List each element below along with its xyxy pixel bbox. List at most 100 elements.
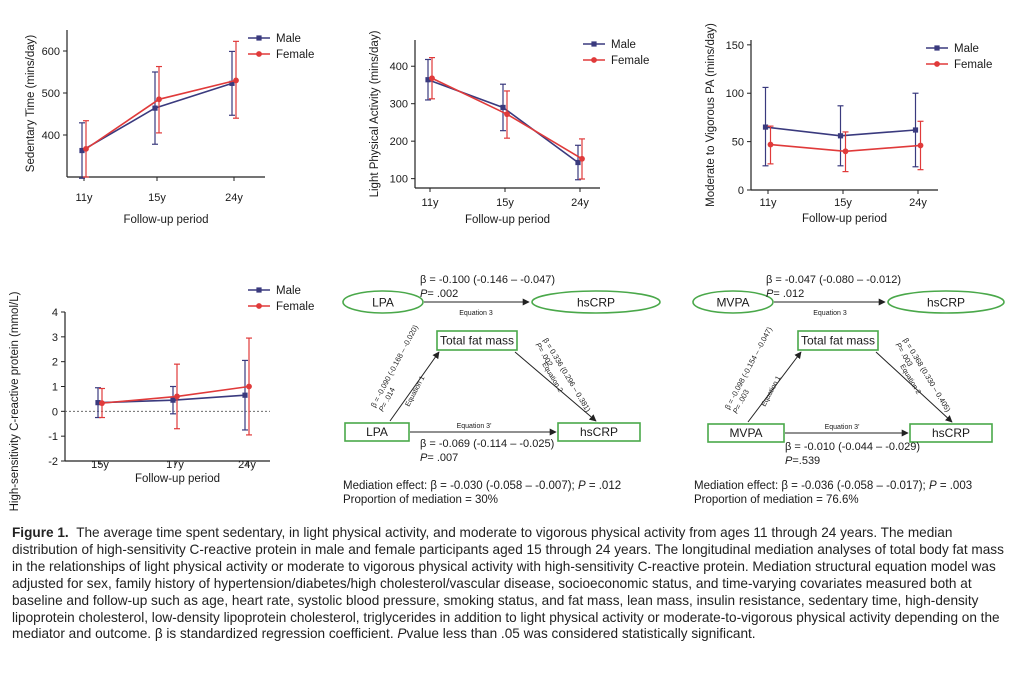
legend-marker — [256, 303, 262, 309]
legend-marker — [591, 57, 597, 63]
legend-label: Female — [954, 59, 992, 71]
equation-3-prime-label: Equation 3' — [457, 423, 492, 430]
mediation-effect: Mediation effect: β = -0.036 (-0.058 – -… — [694, 480, 972, 492]
caption-tail: value less than .05 was considered stati… — [406, 626, 756, 642]
p-letter: P — [894, 341, 904, 350]
data-point-female — [246, 383, 252, 390]
y-axis-label: Moderate to Vigorous PA (mins/day) — [705, 23, 717, 207]
x-tick-label: 15y — [91, 459, 109, 471]
data-point-male — [500, 104, 506, 111]
data-point-male — [425, 77, 431, 83]
proportion-of-mediation: Proportion of mediation = 76.6% — [694, 494, 859, 506]
mediator-label: Total fat mass — [801, 334, 875, 348]
y-tick-label: 100 — [390, 174, 408, 186]
p-letter: P — [766, 288, 774, 300]
outcome-ellipse — [531, 290, 661, 314]
legend-label: Male — [276, 285, 301, 297]
outcome-box — [557, 422, 641, 442]
x-tick-label: 24y — [909, 197, 927, 209]
outcome-box-label: hsCRP — [580, 425, 618, 439]
legend-label: Male — [276, 33, 301, 45]
y-tick-label: 2 — [52, 357, 58, 369]
y-axis-label: Light Physical Activity (mins/day) — [369, 30, 381, 197]
chart-mvpa: 0 50 100 150 11y 15y 24y Follow-up period Modera… — [705, 23, 992, 225]
equation-1-arrow — [747, 351, 802, 423]
x-tick-label: 17y — [166, 459, 184, 471]
figure-caption: Figure 1. The average time spent sedenta… — [12, 525, 1007, 643]
p-letter: P — [731, 407, 741, 416]
equation-1-label: Equation 1 — [761, 375, 783, 408]
data-point-female — [767, 141, 774, 148]
chart-light: 100 200 300 400 11y 15y 24y Follow-up period Lig… — [369, 30, 649, 226]
data-point-male — [79, 147, 85, 154]
x-tick-label: 24y — [238, 459, 256, 471]
legend-marker — [256, 287, 262, 293]
y-tick-label: 400 — [390, 61, 408, 73]
p-letter: P — [420, 452, 428, 464]
total-effect-p: P= .002 — [420, 288, 458, 300]
equation-2-arrow — [514, 351, 597, 422]
mediation-effect-p: = .012 — [586, 480, 622, 492]
equation-3-label: Equation 3 — [813, 310, 847, 317]
series-line-male — [81, 82, 233, 152]
mediation-diagram-mvpa: MVPA hsCRP β = -0.047 (-0.080 – -0.012) … — [692, 274, 1005, 506]
equation-3-prime-label: Equation 3' — [825, 424, 860, 431]
legend-marker — [934, 45, 940, 51]
y-tick-label: 500 — [42, 88, 60, 100]
x-axis-label: Follow-up period — [135, 473, 220, 485]
direct-effect-p: P=.539 — [785, 455, 820, 467]
data-point-male — [152, 105, 158, 111]
data-point-male — [170, 397, 176, 403]
exposure-ellipse — [342, 290, 424, 314]
data-point-female — [579, 155, 585, 162]
series-line-female — [85, 79, 237, 150]
y-axis-label: High-sensitivity C-reactive protein (mmo… — [9, 291, 21, 511]
legend-label: Male — [611, 39, 636, 51]
x-axis-label: Follow-up period — [802, 213, 887, 225]
y-tick-label: 200 — [390, 136, 408, 148]
legend-label: Female — [611, 55, 649, 67]
p-letter: P — [534, 341, 544, 350]
legend-marker — [256, 35, 262, 41]
mediation-diagram-lpa: LPA hsCRP β = -0.100 (-0.146 – -0.047) P… — [342, 274, 661, 506]
x-tick-label: 11y — [76, 192, 93, 204]
chart-hscrp: -2 -1 0 1 2 3 4 15y 17y 24y Follow-up period High-s… — [9, 285, 314, 511]
y-tick-label: 4 — [52, 307, 58, 319]
direct-effect-beta: β = -0.069 (-0.114 – -0.025) — [420, 438, 554, 450]
mediation-effect-text: Mediation effect: β = -0.036 (-0.058 – -… — [694, 480, 929, 492]
y-tick-label: 150 — [726, 40, 744, 52]
outcome-box-label: hsCRP — [932, 426, 970, 440]
mediation-effect-text: Mediation effect: β = -0.030 (-0.058 – -… — [343, 480, 578, 492]
data-point-female — [83, 145, 89, 152]
data-point-female — [917, 142, 924, 149]
y-tick-label: 3 — [52, 332, 58, 344]
data-point-female — [233, 77, 239, 84]
y-tick-label: 50 — [732, 137, 744, 149]
data-point-male — [837, 133, 844, 139]
p-letter: P — [578, 480, 586, 492]
outcome-label: hsCRP — [927, 296, 965, 310]
y-tick-label: -1 — [48, 431, 58, 443]
outcome-label: hsCRP — [577, 296, 615, 310]
x-tick-label: 15y — [148, 192, 166, 204]
data-point-male — [575, 159, 581, 166]
data-point-female — [156, 96, 162, 103]
mediator-label: Total fat mass — [440, 334, 514, 348]
data-point-male — [242, 392, 248, 398]
p-letter: P — [785, 455, 793, 467]
mediator-box — [797, 330, 879, 351]
x-tick-label: 11y — [760, 197, 777, 209]
outcome-box — [909, 423, 993, 443]
y-tick-label: 0 — [738, 185, 744, 197]
exposure-box — [707, 423, 785, 443]
x-tick-label: 15y — [496, 197, 514, 209]
equation-3-label: Equation 3 — [459, 310, 493, 317]
exposure-ellipse — [692, 290, 774, 314]
total-effect-p: P= .012 — [766, 288, 804, 300]
data-point-female — [429, 75, 435, 82]
y-tick-label: 1 — [52, 382, 58, 394]
outcome-ellipse — [887, 290, 1005, 314]
data-point-female — [842, 148, 849, 155]
